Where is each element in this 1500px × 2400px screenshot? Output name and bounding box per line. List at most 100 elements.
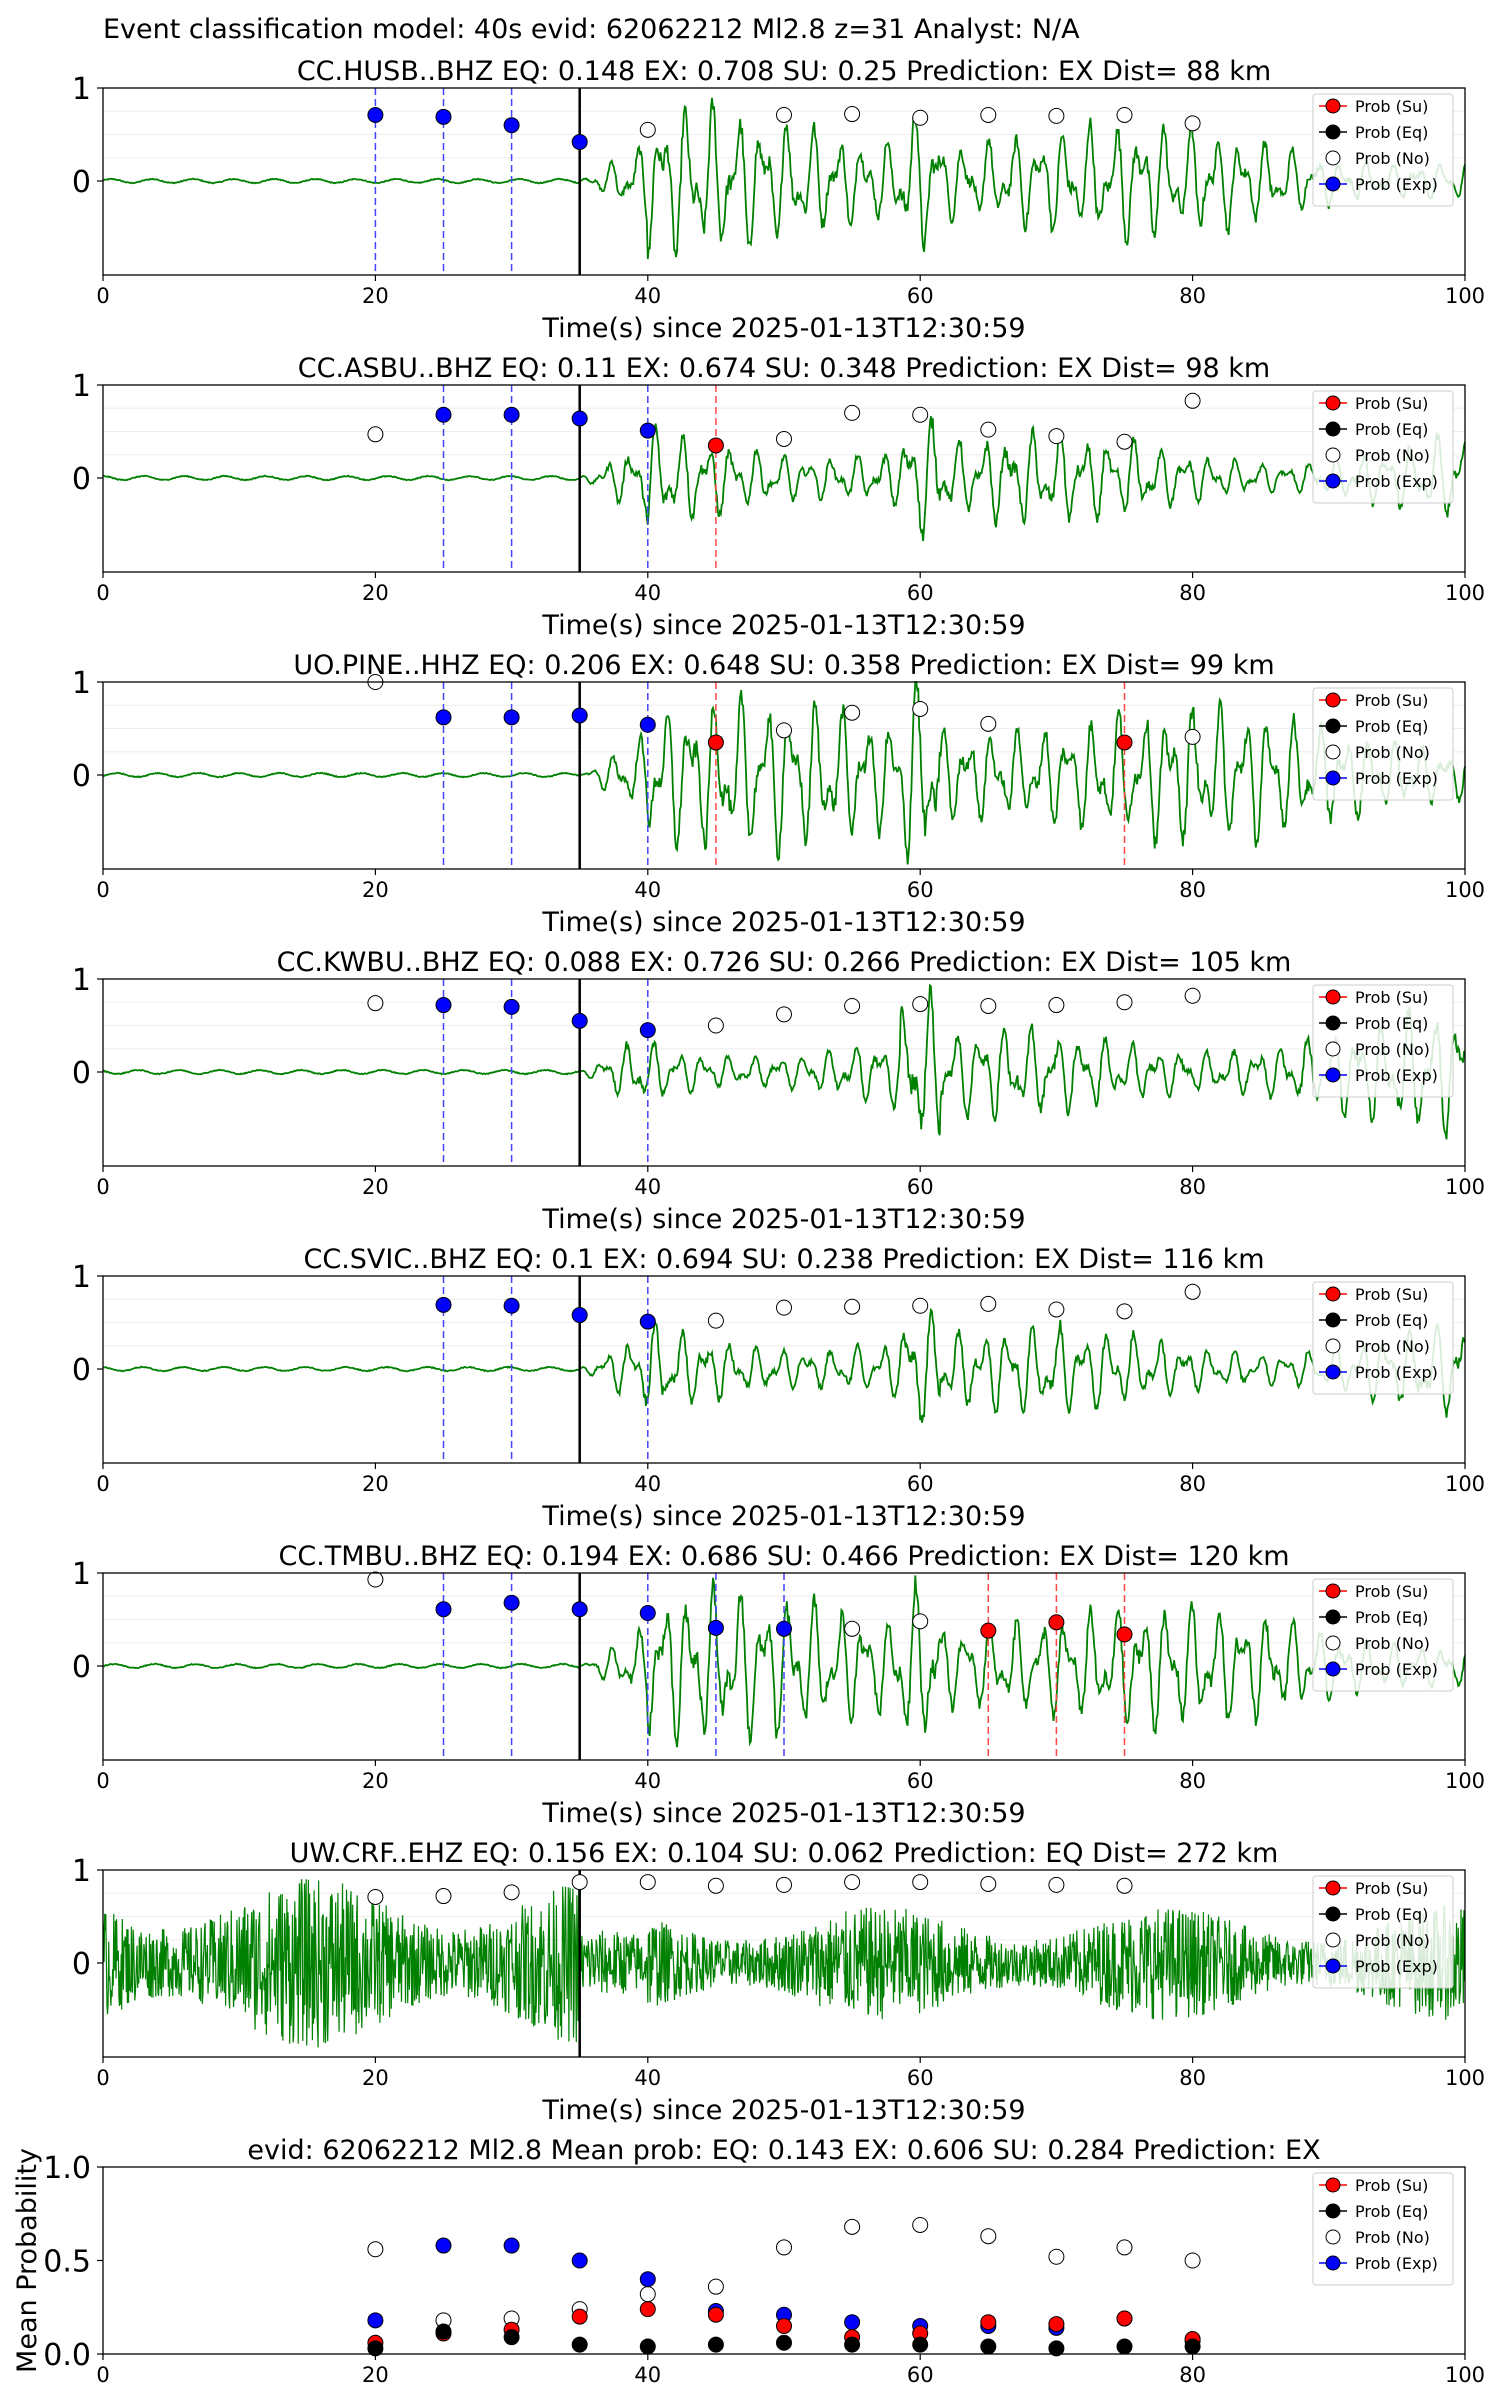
prob-marker xyxy=(980,715,997,732)
legend-marker xyxy=(1325,176,1341,192)
x-tick-label: 40 xyxy=(634,284,661,308)
x-tick-label: 0 xyxy=(96,1769,109,1793)
x-tick-label: 80 xyxy=(1179,1175,1206,1199)
prob-marker xyxy=(980,106,997,123)
mean-prob-marker xyxy=(912,2336,929,2353)
prob-marker xyxy=(707,734,724,751)
legend-entry: Prob (Exp) xyxy=(1355,1957,1438,1976)
x-tick-label: 40 xyxy=(634,1472,661,1496)
panel-title: CC.SVIC..BHZ EQ: 0.1 EX: 0.694 SU: 0.238… xyxy=(303,1244,1264,1275)
prob-marker xyxy=(707,1619,724,1636)
prob-marker xyxy=(1048,107,1065,124)
prob-marker xyxy=(435,406,452,423)
x-tick-label: 100 xyxy=(1445,1769,1485,1793)
prob-marker xyxy=(1116,433,1133,450)
mean-prob-marker xyxy=(844,2336,861,2353)
prob-marker xyxy=(571,1012,588,1029)
prob-marker xyxy=(1184,987,1201,1004)
mean-prob-marker xyxy=(435,2237,452,2254)
x-tick-label: 80 xyxy=(1179,581,1206,605)
legend-entry: Prob (Su) xyxy=(1355,1879,1428,1898)
y-tick-label: 0 xyxy=(72,1650,91,1685)
legend-entry: Prob (Exp) xyxy=(1355,769,1438,788)
legend-entry: Prob (Su) xyxy=(1355,1285,1428,1304)
mean-prob-marker xyxy=(707,2306,724,2323)
mean-prob-marker xyxy=(639,2271,656,2288)
prob-marker xyxy=(844,1298,861,1315)
prob-marker xyxy=(571,1601,588,1618)
prob-marker xyxy=(503,709,520,726)
x-tick-label: 60 xyxy=(907,284,934,308)
legend-marker xyxy=(1325,421,1341,437)
figure-title: Event classification model: 40s evid: 62… xyxy=(103,14,1080,45)
legend-marker xyxy=(1325,989,1341,1005)
mean-prob-marker xyxy=(1184,2252,1201,2269)
waveform-trace xyxy=(102,416,1466,542)
prob-marker xyxy=(1116,1877,1133,1894)
prob-marker xyxy=(367,426,384,443)
x-tick-label: 100 xyxy=(1445,1175,1485,1199)
x-tick-label: 40 xyxy=(634,2363,661,2387)
prob-marker xyxy=(776,1299,792,1316)
mean-prob-marker xyxy=(844,2314,861,2331)
prob-marker xyxy=(1184,1283,1201,1300)
x-axis-label: Time(s) since 2025-01-13T12:30:59 xyxy=(541,1501,1025,1532)
legend-entry: Prob (Su) xyxy=(1355,394,1428,413)
x-axis-label: Time(s) since 2025-01-13T12:30:59 xyxy=(541,1204,1025,1235)
x-tick-label: 60 xyxy=(907,1472,934,1496)
mean-prob-marker xyxy=(571,2252,588,2269)
station-panel: UO.PINE..HHZ EQ: 0.206 EX: 0.648 SU: 0.3… xyxy=(72,650,1485,938)
legend-entry: Prob (Eq) xyxy=(1355,717,1428,736)
waveform-trace xyxy=(103,1307,1466,1423)
prob-marker xyxy=(980,997,997,1014)
mean-prob-marker xyxy=(776,2317,792,2334)
prob-marker xyxy=(639,422,656,439)
legend-entry: Prob (No) xyxy=(1355,1337,1430,1356)
prob-marker xyxy=(980,1295,997,1312)
legend-entry: Prob (Eq) xyxy=(1355,420,1428,439)
legend-entry: Prob (Su) xyxy=(1355,2176,1428,2195)
prob-marker xyxy=(571,707,588,724)
legend-entry: Prob (Exp) xyxy=(1355,2254,1438,2273)
prob-marker xyxy=(912,996,929,1013)
y-tick-label: 0 xyxy=(72,1353,91,1388)
mean-prob-marker xyxy=(639,2286,656,2303)
legend-marker xyxy=(1325,98,1341,114)
mean-prob-marker xyxy=(639,2301,656,2318)
prob-marker xyxy=(1048,1876,1065,1893)
mean-prob-marker xyxy=(980,2314,997,2331)
legend-entry: Prob (Su) xyxy=(1355,988,1428,1007)
x-tick-label: 60 xyxy=(907,2363,934,2387)
legend-marker xyxy=(1325,2255,1341,2271)
x-tick-label: 60 xyxy=(907,878,934,902)
legend-marker xyxy=(1325,2177,1341,2193)
prob-marker xyxy=(776,1876,792,1893)
station-panel: CC.TMBU..BHZ EQ: 0.194 EX: 0.686 SU: 0.4… xyxy=(72,1541,1485,1829)
y-tick-label: 1 xyxy=(72,1260,91,1295)
prob-marker xyxy=(776,1620,792,1637)
waveform-trace xyxy=(102,983,1466,1140)
prob-marker xyxy=(1116,1303,1133,1320)
x-tick-label: 80 xyxy=(1179,2066,1206,2090)
legend-marker xyxy=(1325,150,1341,166)
axes-frame xyxy=(102,384,1466,573)
legend-entry: Prob (Eq) xyxy=(1355,1608,1428,1627)
prob-marker xyxy=(980,1622,997,1639)
panel-title: CC.KWBU..BHZ EQ: 0.088 EX: 0.726 SU: 0.2… xyxy=(277,947,1292,978)
x-tick-label: 60 xyxy=(907,2066,934,2090)
legend-entry: Prob (No) xyxy=(1355,446,1430,465)
legend-entry: Prob (Eq) xyxy=(1355,1311,1428,1330)
x-tick-label: 0 xyxy=(96,284,109,308)
prob-marker xyxy=(1048,1614,1065,1631)
prob-marker xyxy=(503,406,520,423)
prob-marker xyxy=(980,421,997,438)
legend-entry: Prob (Exp) xyxy=(1355,1066,1438,1085)
x-tick-label: 80 xyxy=(1179,1472,1206,1496)
prob-marker xyxy=(435,1296,452,1313)
legend-entry: Prob (Eq) xyxy=(1355,2202,1428,2221)
x-tick-label: 20 xyxy=(362,1769,389,1793)
mean-prob-marker xyxy=(1116,2338,1133,2355)
legend-box xyxy=(1312,1281,1454,1395)
y-tick-label: 0 xyxy=(72,1947,91,1982)
waveform-trace xyxy=(102,1879,1466,2048)
